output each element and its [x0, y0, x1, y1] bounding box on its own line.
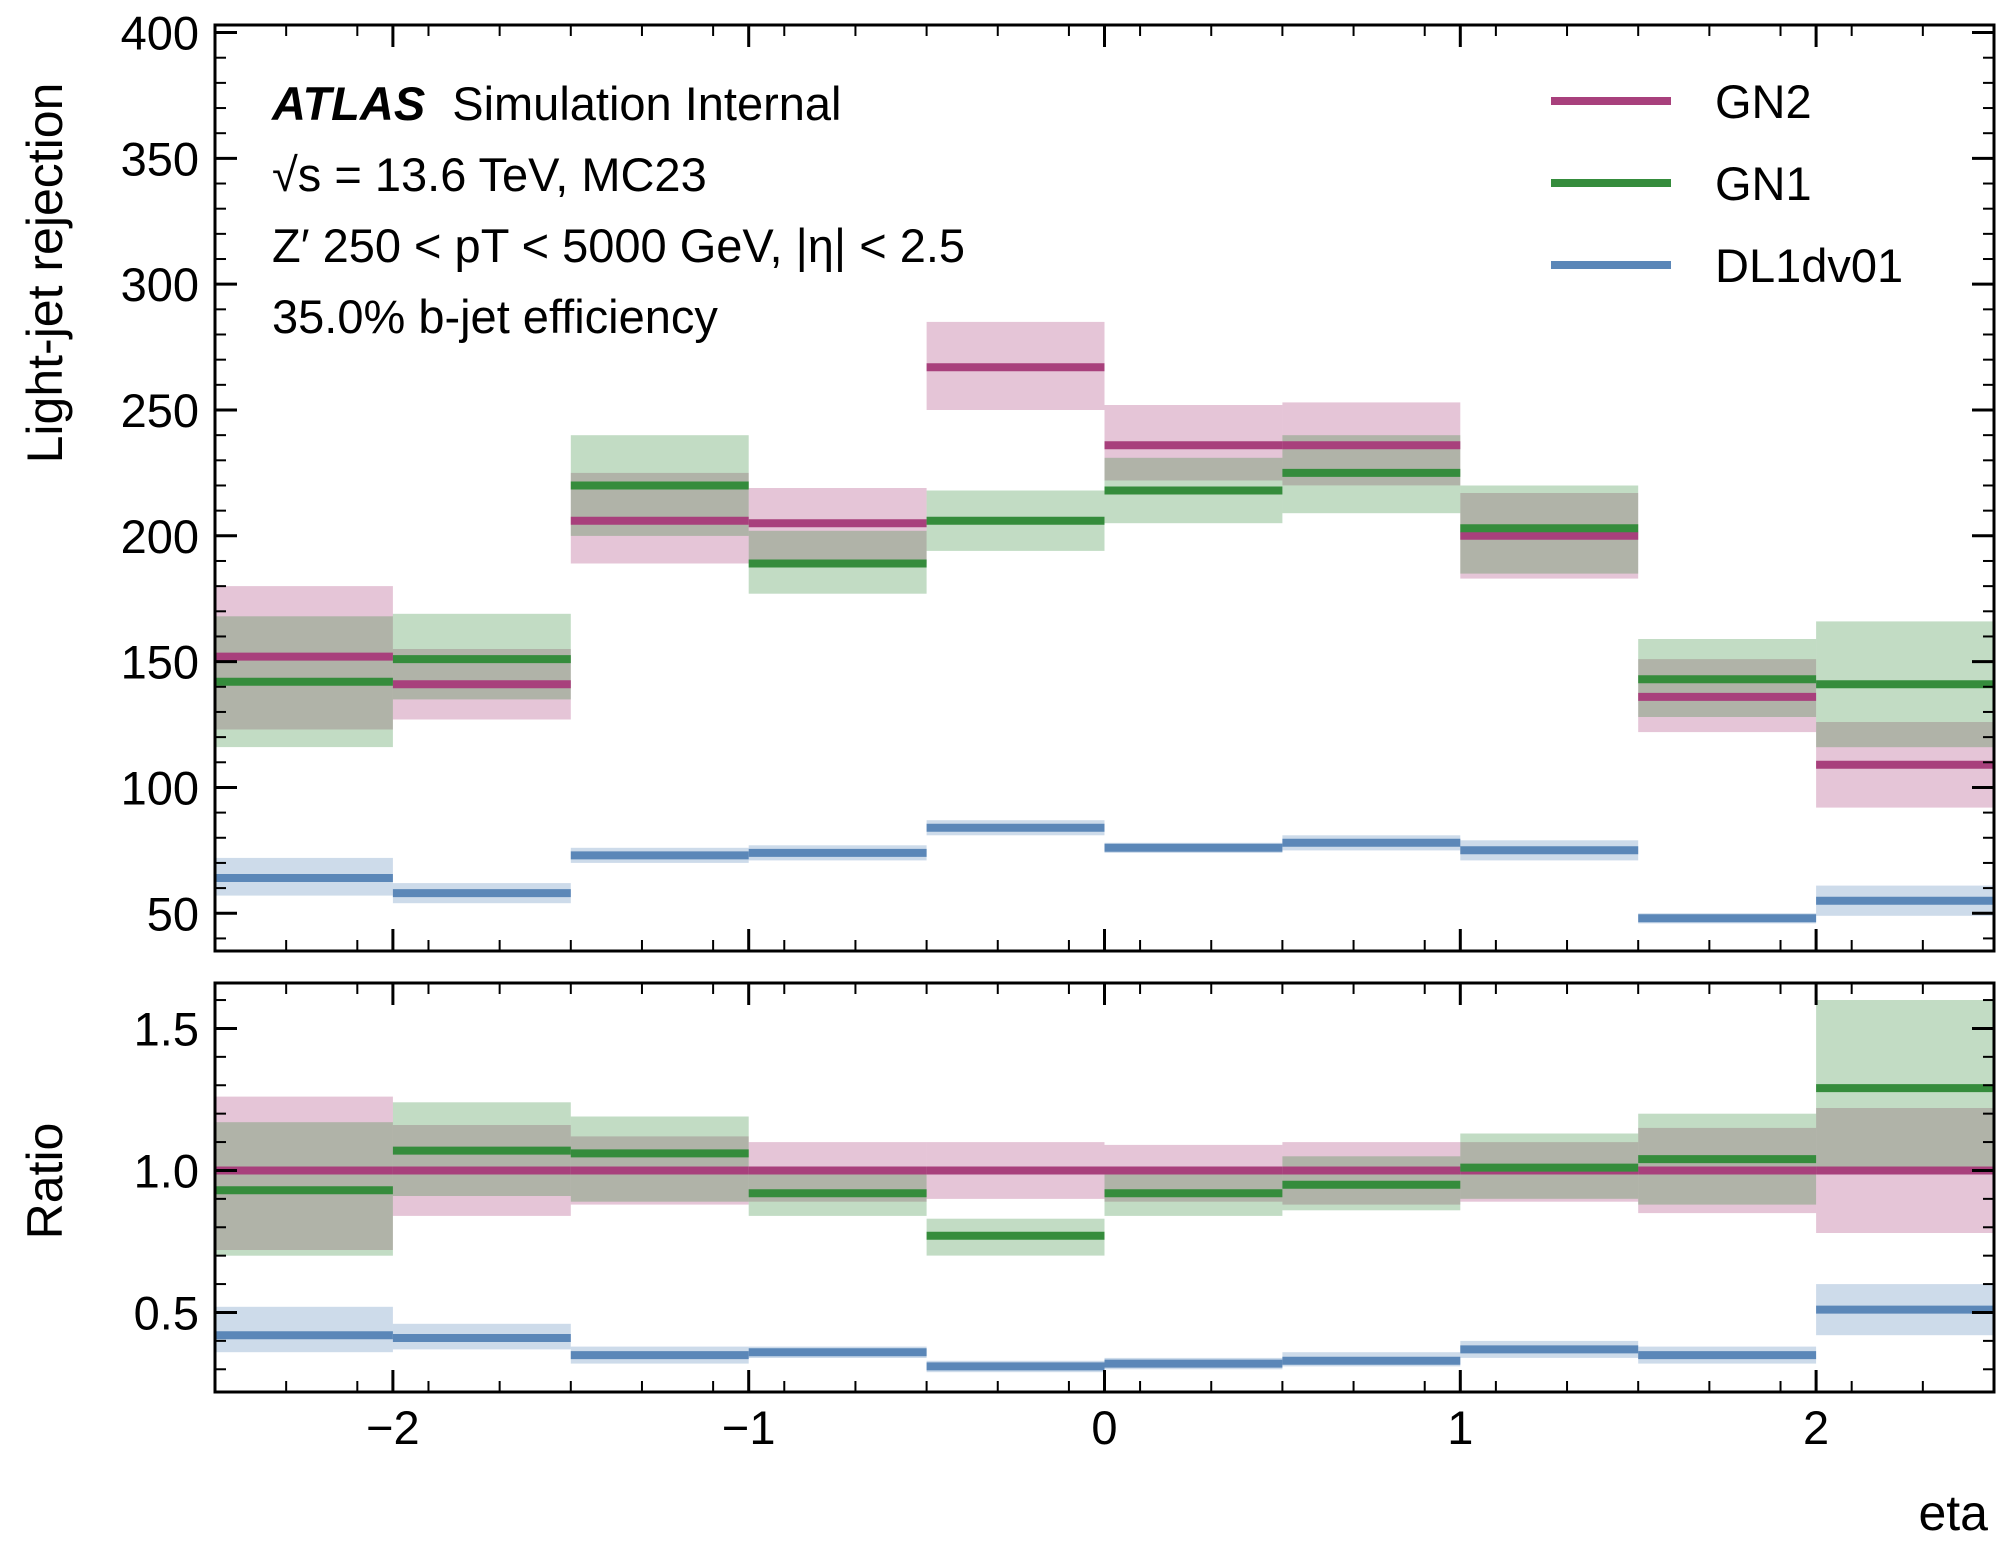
x-tick-label-2: 0 [1091, 1401, 1117, 1454]
energy-annotation: √s = 13.6 TeV, MC23 [272, 148, 707, 201]
main-y-tick-label-4: 250 [121, 384, 199, 437]
legend: GN2 GN1 DL1dv01 [1551, 75, 1903, 292]
main-y-axis-label: Light-jet rejection [17, 83, 73, 464]
x-axis-label: eta [1918, 1485, 1988, 1541]
ratio-band-dl1dv01-bin-0 [215, 1307, 393, 1352]
annotation-block: ATLAS Simulation Internal √s = 13.6 TeV,… [271, 77, 965, 343]
main-y-tick-label-2: 150 [121, 636, 199, 689]
legend-label-gn1: GN1 [1715, 157, 1812, 210]
ratio-y-axis-label: Ratio [17, 1123, 73, 1240]
svg-text:ATLAS Simulation Interna: ATLAS Simulation Internal [271, 77, 842, 130]
x-tick-label-4: 2 [1803, 1401, 1829, 1454]
main-y-tick-label-3: 200 [121, 510, 199, 563]
ratio-y-tick-label-0: 0.5 [134, 1286, 199, 1339]
atlas-suffix: Simulation Internal [452, 77, 841, 130]
legend-label-gn2: GN2 [1715, 75, 1812, 128]
main-y-tick-label-7: 400 [121, 7, 199, 60]
x-tick-label-3: 1 [1447, 1401, 1473, 1454]
ratio-y-tick-label-2: 1.5 [134, 1002, 199, 1055]
sample-annotation: Z′ 250 < pT < 5000 GeV, |η| < 2.5 [272, 219, 965, 272]
ratio-band-gn1-bin-2 [571, 1117, 749, 1202]
main-y-tick-label-1: 100 [121, 761, 199, 814]
main-uncertainty-bands [215, 322, 1994, 924]
main-y-tick-label-5: 300 [121, 258, 199, 311]
legend-label-dl1dv01: DL1dv01 [1715, 239, 1903, 292]
x-tick-label-0: −2 [366, 1401, 420, 1454]
ratio-y-tick-label-1: 1.0 [134, 1144, 199, 1197]
efficiency-annotation: 35.0% b-jet efficiency [272, 290, 718, 343]
x-tick-label-1: −1 [722, 1401, 776, 1454]
main-y-tick-label-0: 50 [147, 887, 199, 940]
main-y-tick-label-6: 350 [121, 132, 199, 185]
ratio-uncertainty-bands [215, 1000, 1994, 1372]
atlas-label: ATLAS [271, 77, 425, 130]
